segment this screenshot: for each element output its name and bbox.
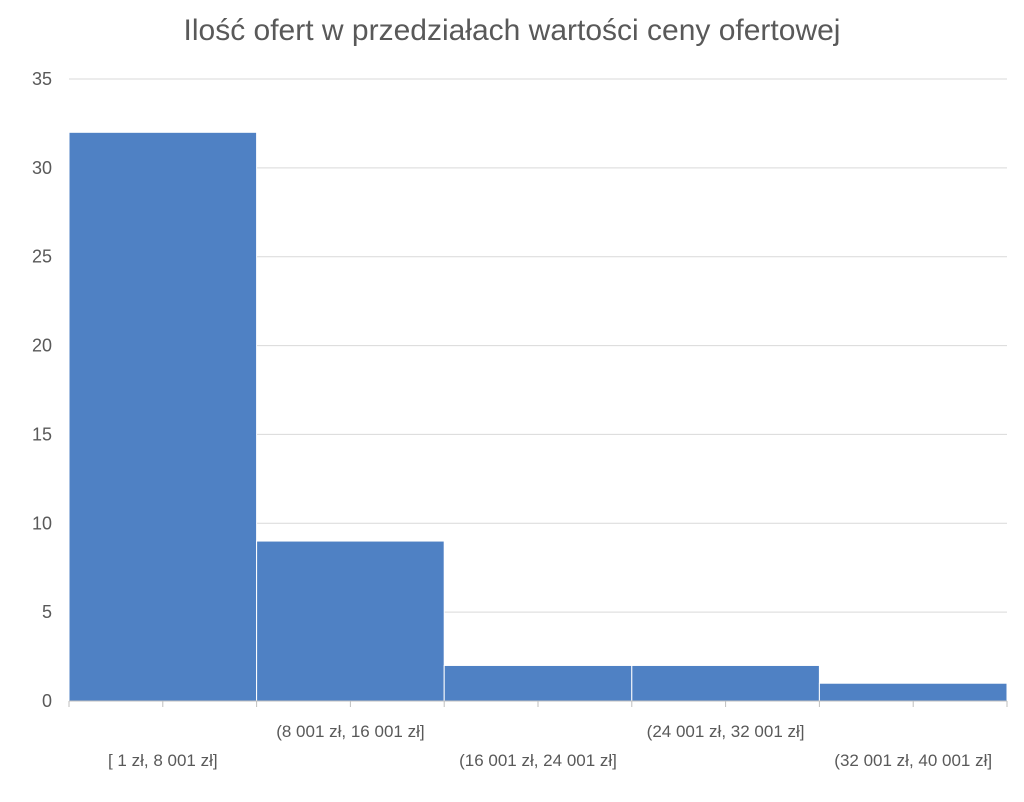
x-category-label: (24 001 zł, 32 001 zł] [647, 722, 805, 741]
x-category-label: [ 1 zł, 8 001 zł] [108, 751, 218, 770]
bar [818, 682, 1008, 702]
bar [631, 664, 820, 702]
y-tick-label: 15 [32, 424, 52, 444]
bar [68, 131, 258, 702]
x-category-label: (32 001 zł, 40 001 zł] [834, 751, 992, 770]
y-tick-label: 35 [32, 69, 52, 89]
bars [68, 131, 1008, 702]
x-tick-labels: [ 1 zł, 8 001 zł] (8 001 zł, 16 001 zł] (1… [108, 722, 992, 770]
x-category-label: (16 001 zł, 24 001 zł] [459, 751, 617, 770]
x-axis [68, 700, 1008, 707]
y-tick-label: 5 [42, 602, 52, 622]
y-tick-label: 30 [32, 158, 52, 178]
bar [443, 664, 633, 702]
y-tick-label: 20 [32, 336, 52, 356]
y-tick-label: 10 [32, 513, 52, 533]
chart-title: Ilość ofert w przedziałach wartości ceny… [183, 14, 841, 47]
y-tick-label: 25 [32, 247, 52, 267]
y-tick-labels: 0 5 10 15 20 25 30 35 [32, 69, 52, 711]
y-tick-label: 0 [42, 691, 52, 711]
x-category-label: (8 001 zł, 16 001 zł] [276, 722, 424, 741]
bar [256, 540, 445, 702]
